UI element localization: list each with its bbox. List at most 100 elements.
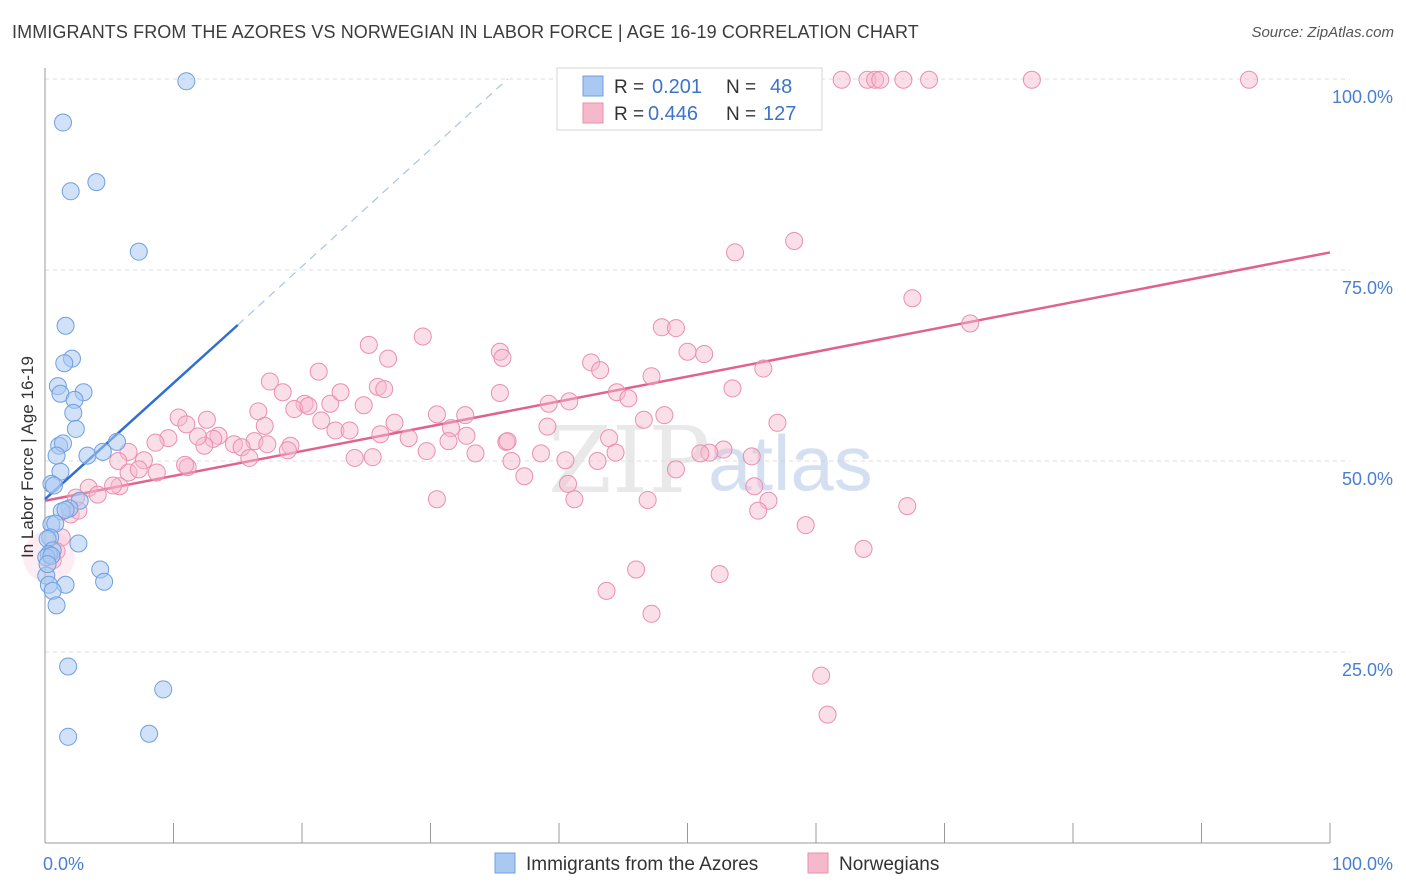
point-norwegians bbox=[591, 361, 610, 380]
trendline-norwegians bbox=[44, 251, 1331, 502]
point-norwegians bbox=[642, 604, 661, 623]
point-norwegians bbox=[457, 426, 476, 445]
point-norwegians bbox=[749, 501, 768, 520]
point-norwegians bbox=[538, 417, 557, 436]
point-norwegians bbox=[110, 477, 129, 496]
point-norwegians bbox=[619, 389, 638, 408]
point-norwegians bbox=[309, 362, 328, 381]
point-norwegians bbox=[818, 705, 837, 724]
series-azores bbox=[37, 72, 196, 746]
point-norwegians bbox=[427, 405, 446, 424]
legend-n-label-pink: N = bbox=[726, 104, 756, 125]
point-norwegians bbox=[88, 485, 107, 504]
top-legend: R = 0.201 N = 48 R = 0.446 N = 127 bbox=[556, 67, 823, 131]
point-norwegians bbox=[299, 396, 318, 415]
point-norwegians bbox=[345, 448, 364, 467]
point-norwegians bbox=[742, 447, 761, 466]
point-norwegians bbox=[498, 432, 517, 451]
point-norwegians bbox=[588, 452, 607, 470]
point-norwegians bbox=[796, 516, 815, 535]
point-norwegians bbox=[417, 442, 436, 461]
point-norwegians bbox=[79, 478, 98, 497]
point-norwegians bbox=[331, 383, 350, 402]
point-norwegians bbox=[119, 442, 138, 461]
point-azores bbox=[44, 476, 63, 495]
point-norwegians bbox=[539, 394, 558, 413]
point-norwegians bbox=[134, 451, 153, 470]
point-norwegians bbox=[894, 70, 913, 89]
legend-swatch-blue bbox=[582, 75, 604, 97]
legend-r-label-pink: R = bbox=[614, 104, 644, 125]
bottom-legend-label-pink: Norwegians bbox=[839, 854, 939, 875]
point-azores bbox=[93, 442, 112, 461]
legend-r-value-pink: 0.446 bbox=[648, 103, 698, 125]
y-tick-label: 100.0% bbox=[1332, 87, 1393, 107]
point-norwegians bbox=[1240, 70, 1259, 89]
point-azores bbox=[59, 727, 78, 746]
point-norwegians bbox=[354, 396, 373, 415]
point-norwegians bbox=[607, 383, 626, 402]
point-norwegians bbox=[638, 490, 657, 509]
point-norwegians bbox=[627, 560, 646, 579]
y-tick-label: 75.0% bbox=[1342, 278, 1393, 298]
point-norwegians bbox=[726, 243, 745, 262]
point-norwegians bbox=[204, 429, 223, 448]
series-norwegians bbox=[22, 70, 1259, 724]
point-azores bbox=[55, 354, 74, 373]
point-norwegians bbox=[710, 565, 729, 584]
point-norwegians bbox=[652, 318, 671, 337]
point-azores bbox=[154, 680, 173, 699]
watermark-zip: ZIP bbox=[548, 407, 710, 514]
point-norwegians bbox=[188, 427, 207, 446]
point-norwegians bbox=[490, 384, 509, 403]
legend-n-value-pink: 127 bbox=[763, 103, 796, 125]
point-norwegians bbox=[359, 335, 378, 354]
legend-n-value-blue: 48 bbox=[770, 76, 792, 98]
point-norwegians bbox=[1022, 70, 1041, 89]
point-azores bbox=[87, 173, 106, 192]
point-azores bbox=[47, 596, 66, 615]
point-norwegians bbox=[606, 443, 625, 462]
point-norwegians bbox=[466, 444, 485, 463]
point-norwegians bbox=[903, 289, 922, 308]
point-norwegians bbox=[745, 477, 764, 496]
point-norwegians bbox=[502, 452, 521, 470]
point-norwegians bbox=[321, 394, 340, 413]
bottom-legend-swatch-blue bbox=[494, 852, 516, 874]
point-norwegians bbox=[109, 452, 128, 470]
point-norwegians bbox=[691, 444, 710, 463]
point-norwegians bbox=[642, 367, 661, 386]
point-norwegians bbox=[399, 429, 418, 448]
legend-swatch-pink bbox=[582, 102, 604, 124]
point-azores bbox=[56, 316, 75, 335]
point-norwegians bbox=[785, 231, 804, 250]
x-tick-label: 0.0% bbox=[43, 854, 84, 874]
point-norwegians bbox=[634, 410, 653, 429]
point-azores bbox=[107, 432, 126, 451]
legend-r-value-blue: 0.201 bbox=[652, 76, 702, 98]
point-norwegians bbox=[375, 380, 394, 399]
point-norwegians bbox=[326, 421, 345, 440]
point-azores bbox=[47, 446, 66, 465]
point-norwegians bbox=[146, 433, 165, 452]
bottom-legend-label-blue: Immigrants from the Azores bbox=[526, 854, 758, 875]
point-norwegians bbox=[714, 440, 733, 459]
point-norwegians bbox=[258, 435, 277, 454]
trendline-azores-extension bbox=[237, 78, 509, 326]
point-norwegians bbox=[413, 327, 432, 346]
point-norwegians bbox=[497, 432, 516, 451]
point-norwegians bbox=[666, 460, 685, 479]
point-azores bbox=[38, 555, 57, 574]
point-norwegians bbox=[285, 400, 304, 419]
point-norwegians bbox=[812, 666, 831, 685]
point-norwegians bbox=[255, 416, 274, 435]
point-norwegians bbox=[340, 421, 359, 440]
point-norwegians bbox=[260, 372, 279, 391]
point-norwegians bbox=[195, 436, 214, 455]
point-norwegians bbox=[177, 415, 196, 434]
bottom-legend-swatch-pink bbox=[807, 852, 829, 874]
trend-lines bbox=[44, 78, 1331, 502]
point-norwegians bbox=[858, 70, 877, 89]
point-norwegians bbox=[920, 70, 939, 89]
